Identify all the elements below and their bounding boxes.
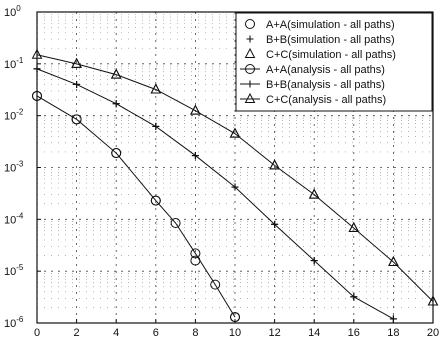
y-tick-label: 10-6 xyxy=(4,315,24,330)
data-point xyxy=(150,83,162,94)
data-point xyxy=(210,279,221,290)
data-point xyxy=(111,148,122,159)
legend-label: A+A(analysis - all paths) xyxy=(266,64,385,76)
data-point xyxy=(310,257,318,265)
x-tick-label: 16 xyxy=(348,327,360,339)
data-point xyxy=(71,114,82,125)
data-point xyxy=(308,188,320,199)
data-point xyxy=(269,159,280,170)
y-tick-label: 10-4 xyxy=(4,211,24,226)
x-tick-label: 6 xyxy=(153,327,159,339)
legend-marker xyxy=(244,47,256,58)
y-tick-label: 10-2 xyxy=(4,108,24,123)
legend-label: C+C(analysis - all paths) xyxy=(266,94,386,106)
data-point xyxy=(170,217,181,228)
legend-box xyxy=(235,12,433,112)
data-point xyxy=(150,195,161,206)
series-line xyxy=(36,68,394,320)
x-tick-label: 12 xyxy=(268,327,280,339)
legend-label: A+A(simulation - all paths) xyxy=(266,19,395,31)
x-tick-label: 14 xyxy=(308,327,320,339)
legend-marker xyxy=(245,19,255,29)
x-tick-label: 0 xyxy=(34,327,40,339)
x-tick-label: 2 xyxy=(74,327,80,339)
series-line xyxy=(36,54,434,302)
x-tick-label: 18 xyxy=(387,327,399,339)
y-tick-label: 10-1 xyxy=(4,56,24,71)
data-point xyxy=(229,127,241,138)
x-tick-label: 4 xyxy=(113,327,119,339)
data-point xyxy=(271,220,279,228)
data-point xyxy=(231,183,239,191)
legend-label: C+C(simulation - all paths) xyxy=(266,49,396,61)
data-point xyxy=(348,221,360,233)
legend-label: B+B(analysis - all paths) xyxy=(266,79,385,91)
legend-label: B+B(simulation - all paths) xyxy=(266,34,395,46)
x-tick-label: 20 xyxy=(427,327,439,339)
tick-labels: 0 2 4 6 8 10 12 14 16 18 20 100 10-1 10-2 10-3 10-4 10-5… xyxy=(4,4,439,339)
legend-marker xyxy=(246,80,254,88)
data-point xyxy=(191,152,199,160)
data-point xyxy=(388,255,399,267)
data-point xyxy=(71,57,82,68)
y-tick-label: 10-5 xyxy=(4,263,24,278)
legend-marker xyxy=(244,92,256,103)
x-tick-label: 10 xyxy=(229,327,241,339)
series-layer xyxy=(31,48,439,323)
data-point xyxy=(73,80,81,88)
data-point xyxy=(152,122,160,130)
legend: A+A(simulation - all paths) B+B(simulatio… xyxy=(235,12,433,112)
y-tick-label: 10-3 xyxy=(4,160,24,175)
series-line xyxy=(36,95,236,318)
series-5 xyxy=(33,65,397,323)
data-point xyxy=(110,68,122,79)
data-point xyxy=(190,248,201,259)
x-tick-label: 8 xyxy=(192,327,198,339)
legend-marker xyxy=(246,35,254,43)
data-point xyxy=(112,100,120,108)
data-point xyxy=(350,293,358,301)
y-tick-label: 100 xyxy=(4,4,21,19)
legend-marker xyxy=(245,64,255,74)
data-point xyxy=(190,104,201,115)
